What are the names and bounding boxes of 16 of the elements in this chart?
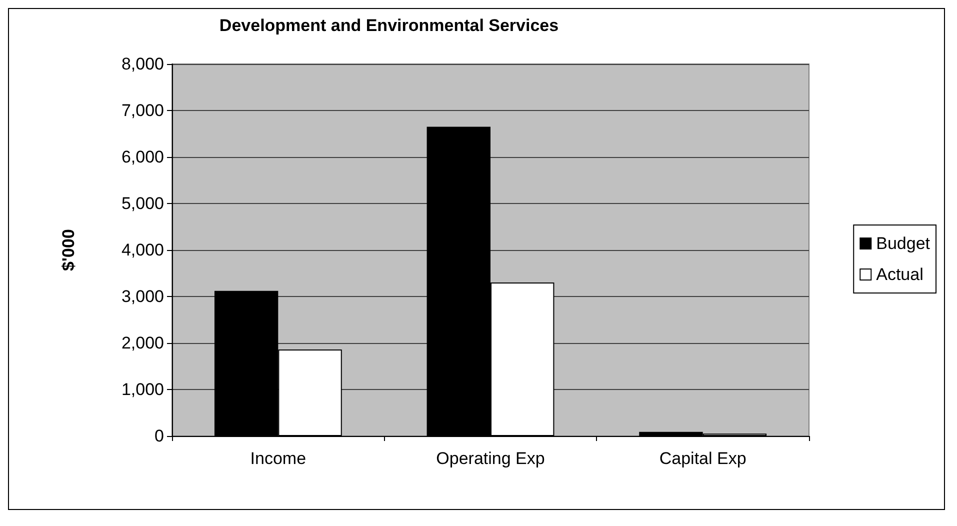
legend-label: Budget	[876, 234, 930, 253]
y-tick-label: 2,000	[121, 334, 164, 352]
y-tick-label: 8,000	[121, 54, 164, 74]
x-tick-label: Operating Exp	[436, 449, 545, 468]
y-tick-label: 5,000	[121, 194, 164, 213]
y-axis-title: $'000	[59, 229, 78, 271]
legend-label: Actual	[876, 265, 924, 284]
chart-title: Development and Environmental Services	[219, 16, 559, 35]
y-tick-label: 4,000	[121, 240, 164, 260]
y-tick-label: 0	[154, 426, 164, 446]
x-tick-label: Capital Exp	[659, 449, 746, 468]
x-tick-label: Income	[250, 449, 306, 468]
y-tick-label: 7,000	[121, 101, 164, 120]
y-tick-label: 1,000	[121, 380, 164, 399]
y-tick-label: 6,000	[121, 148, 164, 166]
y-tick-label: 3,000	[121, 287, 164, 306]
